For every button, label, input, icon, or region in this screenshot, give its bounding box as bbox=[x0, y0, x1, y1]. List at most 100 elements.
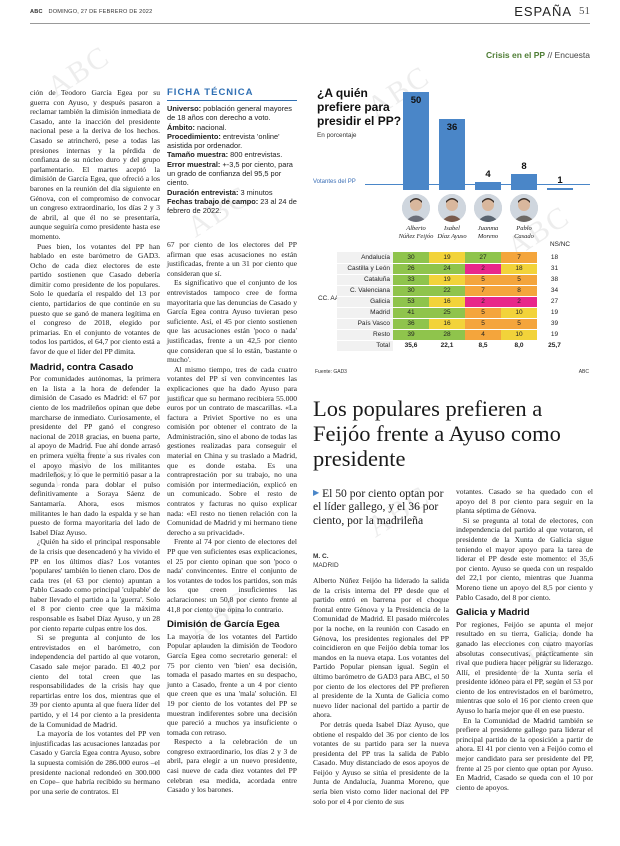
bar-value-label: 4 bbox=[485, 169, 491, 181]
page-header-meta: ABC DOMINGO, 27 DE FEBRERO DE 2022 bbox=[30, 9, 152, 15]
paragraph: Por comunidades autónomas, la primera en… bbox=[30, 374, 160, 537]
region-value: 5 bbox=[465, 307, 501, 319]
candidate-photo bbox=[402, 194, 430, 222]
candidate-name-line: Juanma bbox=[477, 225, 499, 232]
bar bbox=[439, 119, 465, 190]
technical-sheet-rule bbox=[167, 100, 297, 101]
region-value: 18 bbox=[501, 263, 537, 275]
region-value: 27 bbox=[465, 252, 501, 264]
region-value: 30 bbox=[393, 252, 429, 264]
region-value: 25 bbox=[429, 307, 465, 319]
candidate-name-line: Moreno bbox=[477, 233, 499, 240]
region-value: 7 bbox=[501, 252, 537, 264]
technical-sheet-label: Error muestral: bbox=[167, 159, 221, 169]
region-value: 2 bbox=[501, 296, 537, 308]
region-value: 24 bbox=[429, 263, 465, 275]
technical-sheet-row: Tamaño muestra: 800 entrevistas. bbox=[167, 150, 297, 159]
paragraph: Alberto Núñez Feijóo ha liderado la sali… bbox=[313, 576, 449, 720]
deck-text: El 50 por ciento optan por el líder gall… bbox=[313, 487, 444, 527]
subsection-name: Crisis en el PP bbox=[486, 50, 546, 60]
chart-title: ¿A quién prefiere para presidir el PP? bbox=[317, 86, 402, 128]
paragraph: Es significativo que el conjunto de los … bbox=[167, 278, 297, 365]
technical-sheet-body: Universo: población general mayores de 1… bbox=[167, 104, 297, 216]
bar-value-label: 8 bbox=[521, 161, 527, 173]
region-value: 16 bbox=[429, 318, 465, 330]
region-value: 31 bbox=[537, 263, 572, 275]
paragraph: Si se pregunta al conjunto de los entrev… bbox=[30, 633, 160, 729]
paragraph: Si se pregunta al total de electores, co… bbox=[456, 515, 593, 602]
bar-value-label: 1 bbox=[557, 175, 563, 186]
region-row: Galicia 53 16 2 2 27 bbox=[337, 296, 572, 308]
region-row: Castilla y León 26 24 2 18 31 bbox=[337, 263, 572, 275]
region-name: Resto bbox=[337, 329, 393, 341]
headline: Los populares prefieren a Feijóo frente … bbox=[313, 396, 561, 471]
region-value: 8 bbox=[501, 285, 537, 297]
article-column-1: ción de Teodoro García Egea por su guerr… bbox=[30, 88, 160, 796]
total-label: Total bbox=[337, 339, 393, 352]
bar bbox=[547, 188, 573, 190]
paragraph: La mayoría de los votantes del PP ven in… bbox=[30, 729, 160, 796]
region-value: 30 bbox=[393, 285, 429, 297]
total-value: 25,7 bbox=[537, 339, 572, 352]
candidate-name: Juanma Moreno bbox=[463, 225, 513, 241]
technical-sheet-value: nacional. bbox=[194, 122, 227, 132]
candidate-name: NS/NC bbox=[535, 241, 585, 248]
article-column-2: 67 por ciento de los electores del PP af… bbox=[167, 240, 297, 795]
candidate-name-line: Núñez Feijóo bbox=[398, 233, 434, 240]
author: M. C. bbox=[313, 553, 329, 560]
region-value: 53 bbox=[393, 296, 429, 308]
chart-credit: ABC bbox=[578, 369, 589, 375]
region-value: 34 bbox=[537, 285, 572, 297]
technical-sheet-label: Universo: bbox=[167, 104, 202, 113]
poll-chart: ¿A quién prefiere para presidir el PP? E… bbox=[313, 84, 593, 375]
bar-value-label: 36 bbox=[446, 122, 458, 134]
paragraph: La mayoría de los votantes del Partido P… bbox=[167, 631, 297, 737]
region-value: 19 bbox=[429, 274, 465, 286]
dateline: MADRID bbox=[313, 562, 339, 569]
technical-sheet-value: 23 al 24 de febrero de 2022. bbox=[167, 196, 297, 216]
region-value: 16 bbox=[429, 296, 465, 308]
region-name: Madrid bbox=[337, 307, 393, 319]
technical-sheet-row: Ámbito: nacional. bbox=[167, 123, 297, 132]
deck: ▶ El 50 por ciento optan por el líder ga… bbox=[313, 486, 448, 527]
technical-sheet-value: entrevista 'online' asistida por ordenad… bbox=[167, 131, 280, 151]
candidate-photo bbox=[438, 194, 466, 222]
regions-label: CC. AA. bbox=[318, 295, 341, 302]
technical-sheet-title: FICHA TÉCNICA bbox=[167, 87, 254, 98]
region-row: País Vasco 36 16 5 5 39 bbox=[337, 318, 572, 330]
candidate-name-line: Pablo bbox=[516, 225, 532, 232]
region-row: Resto 39 28 4 10 19 bbox=[337, 329, 572, 341]
total-row: Total 35,6 22,1 8,5 8,0 25,7 bbox=[337, 339, 572, 352]
total-value: 8,5 bbox=[465, 339, 501, 352]
technical-sheet-value: 3 minutos bbox=[238, 187, 273, 197]
technical-sheet-value: 800 entrevistas. bbox=[228, 150, 283, 160]
region-value: 18 bbox=[537, 252, 572, 264]
candidate-name-line: Díaz Ayuso bbox=[437, 233, 467, 240]
candidate-name-line: Alberto bbox=[406, 225, 426, 232]
section-title: ESPAÑA bbox=[514, 4, 572, 19]
masthead: ABC bbox=[30, 9, 43, 15]
region-row: Madrid 41 25 5 10 19 bbox=[337, 307, 572, 319]
candidate-photo bbox=[510, 194, 538, 222]
region-value: 33 bbox=[393, 274, 429, 286]
region-row: Andalucía 30 19 27 7 18 bbox=[337, 252, 572, 264]
candidate-name: Alberto Núñez Feijóo bbox=[391, 225, 441, 241]
region-row: C. Valenciana 30 22 7 8 34 bbox=[337, 285, 572, 297]
region-value: 19 bbox=[537, 329, 572, 341]
article-column-4: votantes. Casado se ha quedado con el ap… bbox=[456, 487, 593, 792]
chart-source: Fuente: GAD3 bbox=[315, 369, 347, 375]
paragraph: votantes. Casado se ha quedado con el ap… bbox=[456, 487, 593, 516]
paragraph: Frente al 74 por ciento de electores del… bbox=[167, 537, 297, 614]
region-value: 41 bbox=[393, 307, 429, 319]
bar bbox=[475, 182, 501, 190]
regions-table: Andalucía 30 19 27 7 18 Castilla y León 26 24 2 18… bbox=[337, 252, 572, 352]
candidate-name-line: Isabel bbox=[444, 225, 460, 232]
subsection: Crisis en el PP // Encuesta bbox=[486, 50, 590, 60]
subsection-tag: // Encuesta bbox=[547, 50, 590, 60]
region-value: 38 bbox=[537, 274, 572, 286]
region-value: 10 bbox=[501, 307, 537, 319]
technical-sheet-label: Ámbito: bbox=[167, 122, 195, 132]
subheading: Dimisión de García Egea bbox=[167, 619, 280, 631]
candidate-photo bbox=[474, 194, 502, 222]
region-value: 28 bbox=[429, 329, 465, 341]
